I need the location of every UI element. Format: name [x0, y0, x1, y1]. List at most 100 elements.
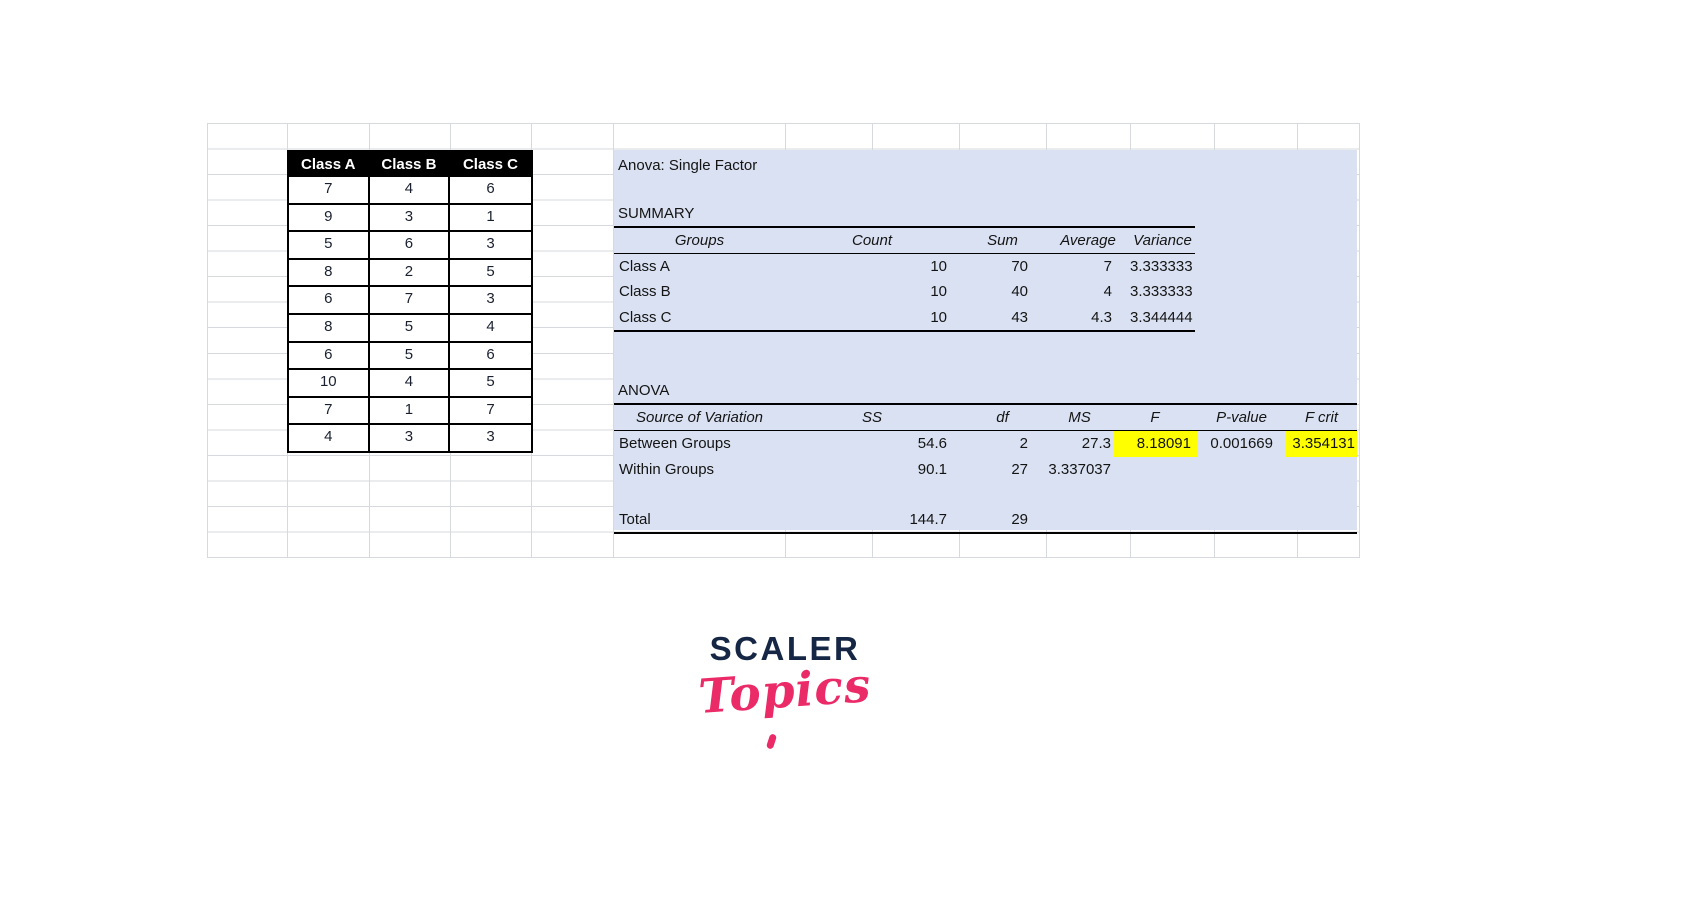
table-cell[interactable]: 5 — [486, 262, 495, 280]
anova-section-label: ANOVA — [618, 381, 670, 399]
panel-title: Anova: Single Factor — [618, 157, 758, 174]
summary-count[interactable]: 10 — [930, 308, 947, 326]
table-cell[interactable]: 5 — [486, 373, 495, 391]
logo-brand-text: SCALER — [709, 630, 861, 667]
table-cell[interactable]: 3 — [486, 428, 495, 446]
table-row: 7 1 7 — [289, 395, 531, 424]
table-cell[interactable]: 10 — [289, 370, 370, 396]
summary-group-name[interactable]: Class C — [619, 308, 672, 326]
summary-row-class-c: Class C 10 43 4.3 3.344444 — [614, 305, 1195, 330]
table-cell[interactable]: 6 — [289, 342, 370, 369]
gridline-vertical — [207, 123, 208, 557]
summary-row-class-a: Class A 10 70 7 3.333333 — [614, 254, 1195, 279]
summary-header-groups: Groups — [674, 231, 725, 249]
summary-header-variance: Variance — [1133, 231, 1192, 249]
summary-average[interactable]: 7 — [1103, 258, 1112, 276]
table-cell[interactable]: 2 — [370, 259, 451, 286]
summary-count[interactable]: 10 — [930, 283, 947, 301]
table-cell[interactable]: 4 — [486, 317, 495, 335]
summary-variance[interactable]: 3.344444 — [1130, 308, 1193, 326]
table-cell[interactable]: 8 — [289, 314, 370, 341]
anova-header-row: Source of Variation SS df MS F P-value F… — [614, 405, 1357, 432]
summary-header-row: Groups Count Sum Average Variance — [614, 228, 1195, 255]
summary-header-average: Average — [1060, 231, 1116, 249]
summary-sum[interactable]: 70 — [1011, 258, 1028, 276]
anova-output-panel: Anova: Single Factor SUMMARY Groups Coun… — [614, 150, 1357, 535]
summary-sum[interactable]: 43 — [1011, 308, 1028, 326]
anova-ss[interactable]: 54.6 — [917, 435, 947, 453]
summary-variance[interactable]: 3.333333 — [1130, 258, 1193, 276]
anova-ss[interactable]: 90.1 — [917, 460, 947, 478]
table-row: 9 3 1 — [289, 202, 531, 231]
table-cell[interactable]: 1 — [486, 207, 495, 225]
table-cell[interactable]: 6 — [370, 232, 451, 258]
table-cell[interactable]: 7 — [289, 177, 370, 203]
table-cell[interactable]: 1 — [370, 397, 451, 424]
anova-df[interactable]: 2 — [1019, 435, 1028, 453]
table-cell[interactable]: 4 — [289, 425, 370, 451]
table-row: 4 3 3 — [289, 423, 531, 451]
table-cell[interactable]: 6 — [486, 180, 495, 197]
summary-header-count: Count — [851, 231, 893, 249]
table-row: 6 5 6 — [289, 340, 531, 369]
table-cell[interactable]: 3 — [486, 290, 495, 308]
summary-count[interactable]: 10 — [930, 258, 947, 276]
anova-row-within-groups: Within Groups 90.1 27 3.337037 — [614, 457, 1357, 482]
class-data-table: Class A Class B Class C 7 4 6 9 3 1 5 6 … — [287, 150, 533, 453]
table-cell[interactable]: 3 — [486, 235, 495, 253]
table-cell[interactable]: 5 — [289, 232, 370, 258]
anova-header-f-crit: F crit — [1304, 409, 1339, 426]
table-row: 8 2 5 — [289, 257, 531, 286]
table-cell[interactable]: 3 — [370, 425, 451, 451]
anova-header-p-value: P-value — [1216, 409, 1267, 426]
summary-section-label: SUMMARY — [618, 204, 695, 222]
anova-p-value[interactable]: 0.001669 — [1210, 435, 1273, 453]
table-cell[interactable]: 7 — [486, 400, 495, 418]
summary-variance[interactable]: 3.333333 — [1130, 283, 1193, 301]
anova-f-crit-highlighted[interactable]: 3.354131 — [1286, 431, 1357, 457]
table-cell[interactable]: 9 — [289, 204, 370, 231]
anova-f-value-highlighted[interactable]: 8.18091 — [1113, 431, 1197, 457]
anova-row-total: Total 144.7 29 — [614, 507, 1357, 532]
scaler-topics-logo: SCALER Topics — [660, 630, 910, 760]
table-row: 5 6 3 — [289, 230, 531, 258]
anova-source[interactable]: Total — [619, 511, 651, 529]
anova-ss[interactable]: 144.7 — [909, 511, 947, 529]
table-cell[interactable]: 7 — [370, 287, 451, 313]
summary-group-name[interactable]: Class A — [619, 258, 670, 276]
anova-header-ss: SS — [861, 409, 882, 426]
summary-group-name[interactable]: Class B — [619, 283, 671, 301]
table-cell[interactable]: 4 — [370, 177, 451, 203]
summary-average[interactable]: 4 — [1103, 283, 1112, 301]
summary-table: Groups Count Sum Average Variance Class … — [614, 225, 1195, 333]
table-cell[interactable]: 5 — [370, 342, 451, 369]
table-cell[interactable]: 3 — [370, 204, 451, 231]
logo-tick-mark — [765, 733, 778, 750]
table-cell[interactable]: 4 — [370, 370, 451, 396]
class-table-header-row: Class A Class B Class C — [289, 152, 531, 177]
anova-header-f: F — [1150, 409, 1160, 426]
anova-source[interactable]: Between Groups — [619, 435, 731, 453]
table-cell[interactable]: 5 — [370, 314, 451, 341]
table-row: 8 5 4 — [289, 312, 531, 341]
anova-df[interactable]: 29 — [1011, 511, 1028, 529]
anova-df[interactable]: 27 — [1011, 460, 1028, 478]
anova-header-df: df — [996, 409, 1009, 426]
table-row: 6 7 3 — [289, 285, 531, 313]
table-cell[interactable]: 8 — [289, 259, 370, 286]
anova-ms[interactable]: 27.3 — [1081, 435, 1111, 453]
table-row: 10 4 5 — [289, 368, 531, 396]
anova-row-between-groups: Between Groups 54.6 2 27.3 8.18091 0.001… — [614, 431, 1357, 457]
anova-ms[interactable]: 3.337037 — [1048, 460, 1111, 478]
anova-row-spacer — [614, 482, 1357, 507]
table-cell[interactable]: 7 — [289, 397, 370, 424]
table-cell[interactable]: 6 — [289, 287, 370, 313]
summary-sum[interactable]: 40 — [1011, 283, 1028, 301]
anova-source[interactable]: Within Groups — [619, 460, 715, 478]
summary-average[interactable]: 4.3 — [1091, 308, 1112, 326]
summary-row-class-b: Class B 10 40 4 3.333333 — [614, 279, 1195, 304]
gridline-vertical — [1359, 123, 1360, 557]
table-cell[interactable]: 6 — [486, 345, 495, 363]
gridline-vertical — [613, 123, 614, 557]
